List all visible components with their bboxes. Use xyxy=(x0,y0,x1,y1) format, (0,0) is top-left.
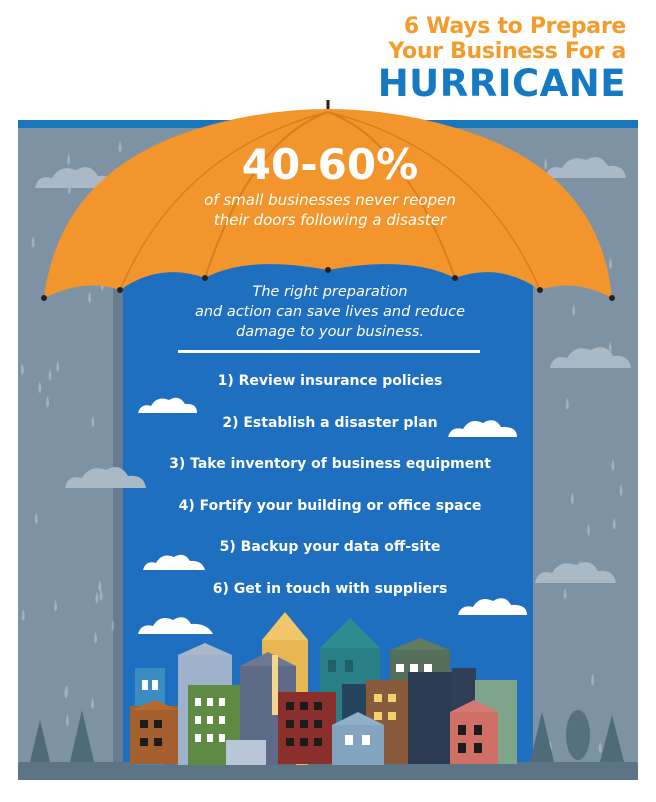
rain-drop xyxy=(94,631,98,644)
cloud-icon xyxy=(448,420,517,437)
cloud-icon xyxy=(35,167,116,188)
rain-drop xyxy=(56,360,60,373)
rain-drop xyxy=(587,523,591,536)
divider xyxy=(178,350,480,353)
cloud-icon xyxy=(535,562,616,583)
title-hurricane: HURRICANE xyxy=(377,62,626,105)
rain-drop xyxy=(570,492,574,505)
step-item: 2) Establish a disaster plan xyxy=(222,414,438,431)
step-item: 3) Take inventory of business equipment xyxy=(169,456,491,472)
intro-line: The right preparation xyxy=(252,284,408,300)
umbrella-icon xyxy=(41,100,615,301)
rain-drop xyxy=(67,153,71,166)
rain-drop xyxy=(21,608,25,621)
intro-line: and action can save lives and reduce xyxy=(194,304,466,320)
rain-drop xyxy=(95,591,99,604)
rain-drop xyxy=(64,686,68,699)
rain-drop xyxy=(608,341,612,354)
rain-drop xyxy=(118,140,122,153)
rain-drop xyxy=(111,619,115,632)
cloud-icon xyxy=(143,554,205,570)
statistic-caption-line: of small businesses never reopen xyxy=(204,191,456,209)
cloud-icon xyxy=(550,347,631,368)
rain-drop xyxy=(91,415,95,428)
rain-drop xyxy=(65,714,69,727)
rain-drop xyxy=(619,484,623,497)
cloud-icon xyxy=(138,617,213,634)
cloud-icon xyxy=(545,157,626,178)
rain-drop xyxy=(611,458,615,471)
rain-drop xyxy=(565,397,569,410)
cloud-icon xyxy=(138,397,197,413)
panel-shadow xyxy=(113,260,123,780)
title-block: 6 Ways to Prepare Your Business For a HU… xyxy=(377,14,627,105)
rain-drop xyxy=(544,157,548,170)
rain-drop xyxy=(598,741,602,754)
rain-drop xyxy=(98,579,102,592)
step-item: 1) Review insurance policies xyxy=(217,373,443,389)
title-line-1: 6 Ways to Prepare xyxy=(403,14,626,39)
rain-drop xyxy=(563,587,567,600)
rain-drop xyxy=(34,512,38,525)
rain-drop xyxy=(54,599,58,612)
rain-drop xyxy=(572,303,576,316)
statistic-caption-line: their doors following a disaster xyxy=(213,211,447,229)
steps-list: 1) Review insurance policies 2) Establis… xyxy=(140,368,520,617)
rain-drop xyxy=(88,291,92,304)
cloud-icon xyxy=(65,467,146,488)
intro-line: damage to your business. xyxy=(235,324,425,340)
statistic-percentage: 40-60% xyxy=(241,140,419,189)
rain-drop xyxy=(99,588,103,601)
rain-drop xyxy=(38,381,42,394)
rain-drop xyxy=(46,395,50,408)
step-item: 4) Fortify your building or office space xyxy=(178,497,482,514)
statistic-caption: of small businesses never reopen their d… xyxy=(170,190,490,230)
rain-drop xyxy=(91,697,95,710)
rain-drop xyxy=(609,257,613,270)
rain-drop xyxy=(48,368,52,381)
step-item: 6) Get in touch with suppliers xyxy=(212,580,448,597)
rain-drop xyxy=(31,235,35,248)
cloud-icon xyxy=(458,598,527,615)
rain-drop xyxy=(612,517,616,530)
rain-drop xyxy=(591,673,595,686)
rain-drop xyxy=(20,363,24,376)
intro-text: The right preparation and action can sav… xyxy=(170,282,490,342)
step-item: 5) Backup your data off-site xyxy=(219,539,441,555)
title-line-2: Your Business For a xyxy=(388,39,626,64)
